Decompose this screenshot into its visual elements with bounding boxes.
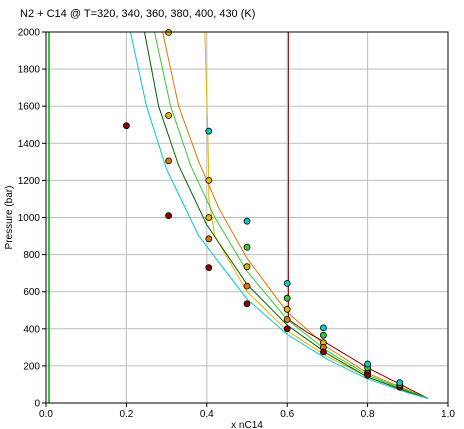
- series-5-point: [319, 324, 327, 332]
- x-tick-label: 0.6: [280, 409, 294, 420]
- chart-title: N2 + C14 @ T=320, 340, 360, 380, 400, 43…: [20, 8, 255, 20]
- series-3-point: [283, 294, 291, 302]
- series-3-point: [319, 331, 327, 339]
- plot-frame: [45, 31, 449, 404]
- y-tick-label: 1000: [18, 213, 41, 224]
- series-2-point: [205, 264, 213, 272]
- series-5-point: [364, 360, 372, 368]
- y-tick-label: 800: [23, 250, 40, 261]
- series-2-line: [287, 32, 429, 399]
- series-1-point: [283, 316, 291, 323]
- y-axis-ticks: 0 200 400 600 800 1000 1200 1400 1600 1800 2000: [18, 28, 46, 410]
- grid: [46, 32, 448, 403]
- series-2-point: [165, 212, 173, 220]
- series-5-point: [205, 127, 213, 135]
- series-1-line: [162, 31, 429, 399]
- series-1-point: [205, 235, 213, 243]
- series-2-point: [123, 122, 130, 130]
- series-0-point: [243, 263, 251, 271]
- series-0-point: [205, 176, 213, 184]
- series-1-point: [243, 282, 251, 290]
- y-tick-label: 2000: [18, 28, 41, 39]
- x-tick-label: 0.0: [39, 409, 53, 420]
- series-0-point: [165, 112, 173, 119]
- series-3-line: [154, 31, 429, 399]
- series-2-point: [364, 371, 372, 379]
- series-0-line: [204, 31, 429, 399]
- y-tick-label: 400: [23, 324, 40, 335]
- series-2-point: [243, 300, 251, 308]
- y-tick-label: 1200: [18, 176, 41, 187]
- x-axis-ticks: 0.0 0.2 0.4 0.6 0.8 1.0: [39, 403, 455, 420]
- series-2-point: [319, 348, 327, 356]
- y-tick-label: 0: [34, 399, 40, 410]
- series-group: [48, 29, 429, 403]
- y-tick-label: 1600: [18, 102, 41, 113]
- series-0-point: [205, 214, 213, 221]
- x-tick-label: 0.4: [200, 409, 214, 420]
- series-0-point: [283, 305, 291, 313]
- x-tick-label: 0.8: [361, 409, 375, 420]
- series-5-point: [283, 279, 291, 287]
- y-tick-label: 1400: [18, 139, 41, 150]
- x-axis-label: x nC14: [231, 420, 263, 429]
- x-tick-label: 1.0: [441, 409, 455, 420]
- series-5-point: [243, 217, 251, 225]
- series-1-point: [165, 157, 173, 165]
- y-tick-label: 200: [23, 361, 40, 372]
- y-axis-label: Pressure (bar): [4, 186, 15, 250]
- series-5-line: [129, 31, 429, 399]
- y-tick-label: 600: [23, 287, 40, 298]
- y-tick-label: 1800: [18, 65, 41, 76]
- series-4-line: [144, 31, 429, 399]
- series-3-point: [243, 243, 251, 251]
- x-tick-label: 0.2: [119, 409, 133, 420]
- series-2-point: [283, 325, 291, 333]
- series-5-point: [396, 379, 404, 387]
